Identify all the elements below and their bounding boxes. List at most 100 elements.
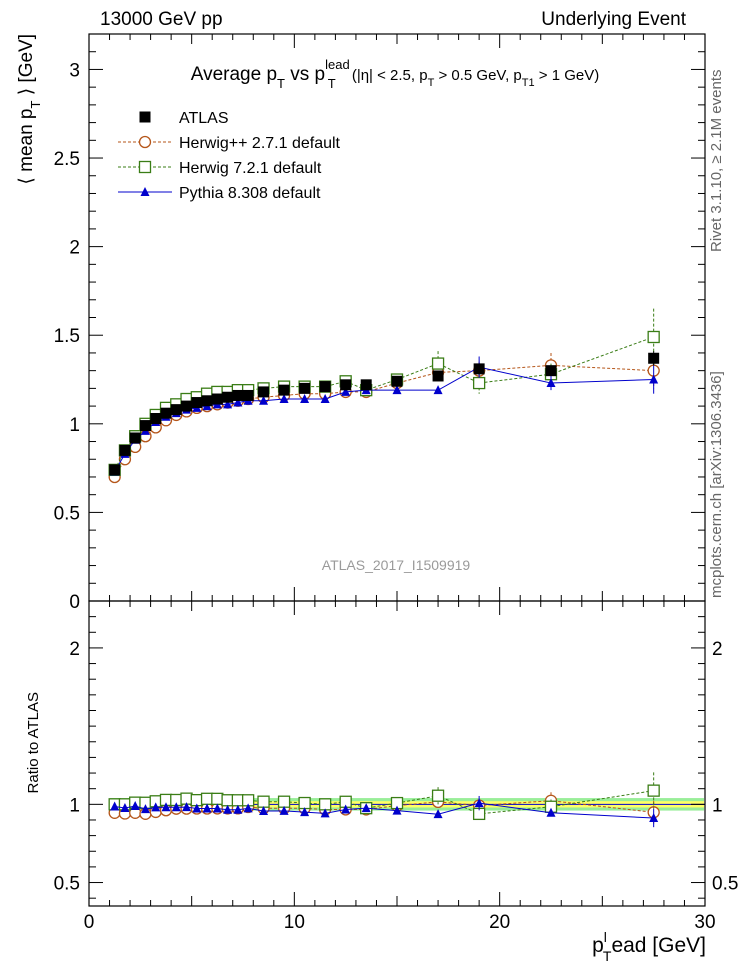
ratio-point-pythia — [161, 802, 171, 812]
data-point-pythia — [279, 394, 289, 404]
main-y-tick-label: 2 — [69, 238, 80, 259]
rivet-side-label: Rivet 3.1.10, ≥ 2.1M events — [708, 69, 725, 253]
data-point-atlas — [109, 464, 121, 476]
ratio-point-pythia — [433, 809, 443, 819]
analysis-watermark: ATLAS_2017_I1509919 — [322, 557, 471, 573]
axis-ticks: 0 10 20 3000.511.522.530.5 0.51 12 2 — [54, 33, 738, 933]
ratio-y-tick-label-right: 0.5 — [712, 874, 738, 895]
data-point-pythia — [320, 394, 330, 404]
data-point-pythia — [649, 374, 659, 384]
ratio-point-herwig7 — [257, 795, 270, 808]
ratio-y-axis-label: Ratio to ATLAS — [25, 692, 42, 793]
data-point-pythia — [300, 394, 310, 404]
legend-marker-herwig7 — [138, 160, 152, 174]
main-y-tick-label: 3 — [69, 60, 80, 81]
ratio-point-herwig7 — [231, 794, 245, 807]
data-point-atlas — [340, 379, 352, 391]
ratio-point-pythia — [392, 805, 402, 815]
data-point-atlas — [150, 412, 162, 424]
main-y-tick-label: 1 — [69, 415, 80, 436]
main-y-tick-label: 0 — [69, 592, 80, 613]
data-point-atlas — [129, 432, 141, 444]
ratio-point-pythia — [300, 807, 310, 817]
ratio-point-herwig7 — [431, 789, 445, 802]
ratio-plot-frame — [88, 600, 706, 907]
data-point-atlas — [181, 400, 193, 412]
ratio-point-pythia — [140, 804, 150, 814]
x-tick-label: 20 — [489, 912, 510, 933]
data-point-pythia — [341, 386, 351, 396]
data-point-pythia — [433, 385, 443, 395]
data-point-atlas — [545, 365, 557, 377]
data-point-atlas — [360, 379, 372, 391]
ratio-point-herwig7 — [298, 796, 311, 810]
main-y-tick-label: 0.5 — [54, 503, 80, 524]
data-point-atlas — [258, 386, 270, 398]
ratio-point-pythia — [171, 802, 181, 812]
data-point-atlas — [191, 397, 203, 409]
ratio-point-pythia — [649, 813, 659, 823]
data-point-pythia — [392, 385, 402, 395]
legend-marker-herwigpp — [138, 135, 152, 149]
ratio-point-pythia — [151, 802, 161, 812]
data-point-pythia — [546, 378, 556, 388]
main-y-axis-label: ⟨ mean pT ⟩ [GeV] — [16, 34, 43, 185]
ratio-point-herwig7 — [277, 795, 291, 808]
legend-label-herwigpp: Herwig++ 2.7.1 default — [179, 135, 341, 152]
ratio-point-herwig7 — [647, 784, 660, 797]
ratio-point-pythia — [546, 807, 556, 817]
header-left-label: 13000 GeV pp — [100, 9, 223, 30]
data-point-pythia — [259, 395, 269, 405]
ratio-point-pythia — [192, 803, 202, 813]
data-point-herwig7 — [431, 357, 445, 370]
ratio-y-tick-label: 0.5 — [54, 874, 80, 895]
main-series-layer — [108, 308, 660, 484]
data-point-atlas — [391, 375, 403, 387]
ratio-point-pythia — [341, 804, 351, 814]
ratio-point-pythia — [320, 808, 330, 818]
chart-title: Average pT vs plead T (|η| < 2.5, pT > 0.… — [191, 57, 599, 91]
ratio-point-pythia — [233, 804, 243, 814]
legend-marker-pythia — [140, 187, 150, 196]
ratio-point-herwig7 — [200, 792, 214, 805]
legend-marker-atlas — [139, 111, 151, 123]
ratio-y-tick-label: 2 — [69, 639, 80, 660]
legend: ATLAS Herwig++ 2.7.1 default Herwig 7.2.1 … — [118, 110, 341, 202]
ratio-point-pythia — [202, 803, 212, 813]
data-point-atlas — [160, 407, 172, 419]
ratio-y-tick-label-right: 2 — [712, 639, 723, 660]
legend-label-atlas: ATLAS — [179, 110, 229, 127]
ratio-point-pythia — [130, 801, 140, 811]
ratio-y-tick-label-right: 1 — [712, 795, 723, 816]
data-point-pythia — [223, 399, 233, 409]
data-point-atlas — [473, 363, 485, 375]
main-y-tick-label: 1.5 — [54, 326, 80, 347]
ratio-point-pythia — [120, 803, 130, 813]
ratio-point-pythia — [223, 804, 233, 814]
legend-label-herwig7: Herwig 7.2.1 default — [179, 160, 322, 177]
data-point-atlas — [432, 370, 444, 382]
ratio-point-pythia — [212, 803, 222, 813]
ratio-point-pythia — [361, 803, 371, 813]
main-y-tick-label: 2.5 — [54, 149, 80, 170]
data-point-pythia — [233, 397, 243, 407]
ratio-y-tick-label: 1 — [69, 795, 80, 816]
data-point-herwig7 — [647, 330, 660, 344]
x-tick-label: 10 — [284, 912, 305, 933]
data-point-atlas — [222, 391, 234, 403]
ratio-point-pythia — [259, 805, 269, 815]
data-point-atlas — [139, 420, 151, 432]
ratio-point-herwig7 — [221, 794, 234, 807]
ratio-point-pythia — [110, 801, 120, 811]
ratio-series-layer — [108, 772, 660, 828]
series-line-pythia — [114, 366, 654, 472]
data-point-herwig7 — [472, 376, 486, 390]
x-tick-label: 0 — [84, 912, 95, 933]
header-right-label: Underlying Event — [541, 9, 686, 30]
ratio-point-pythia — [243, 803, 253, 813]
legend-label-pythia: Pythia 8.308 default — [179, 185, 321, 202]
ratio-point-pythia — [279, 805, 289, 815]
data-point-atlas — [319, 381, 331, 393]
ratio-point-pythia — [474, 798, 484, 808]
